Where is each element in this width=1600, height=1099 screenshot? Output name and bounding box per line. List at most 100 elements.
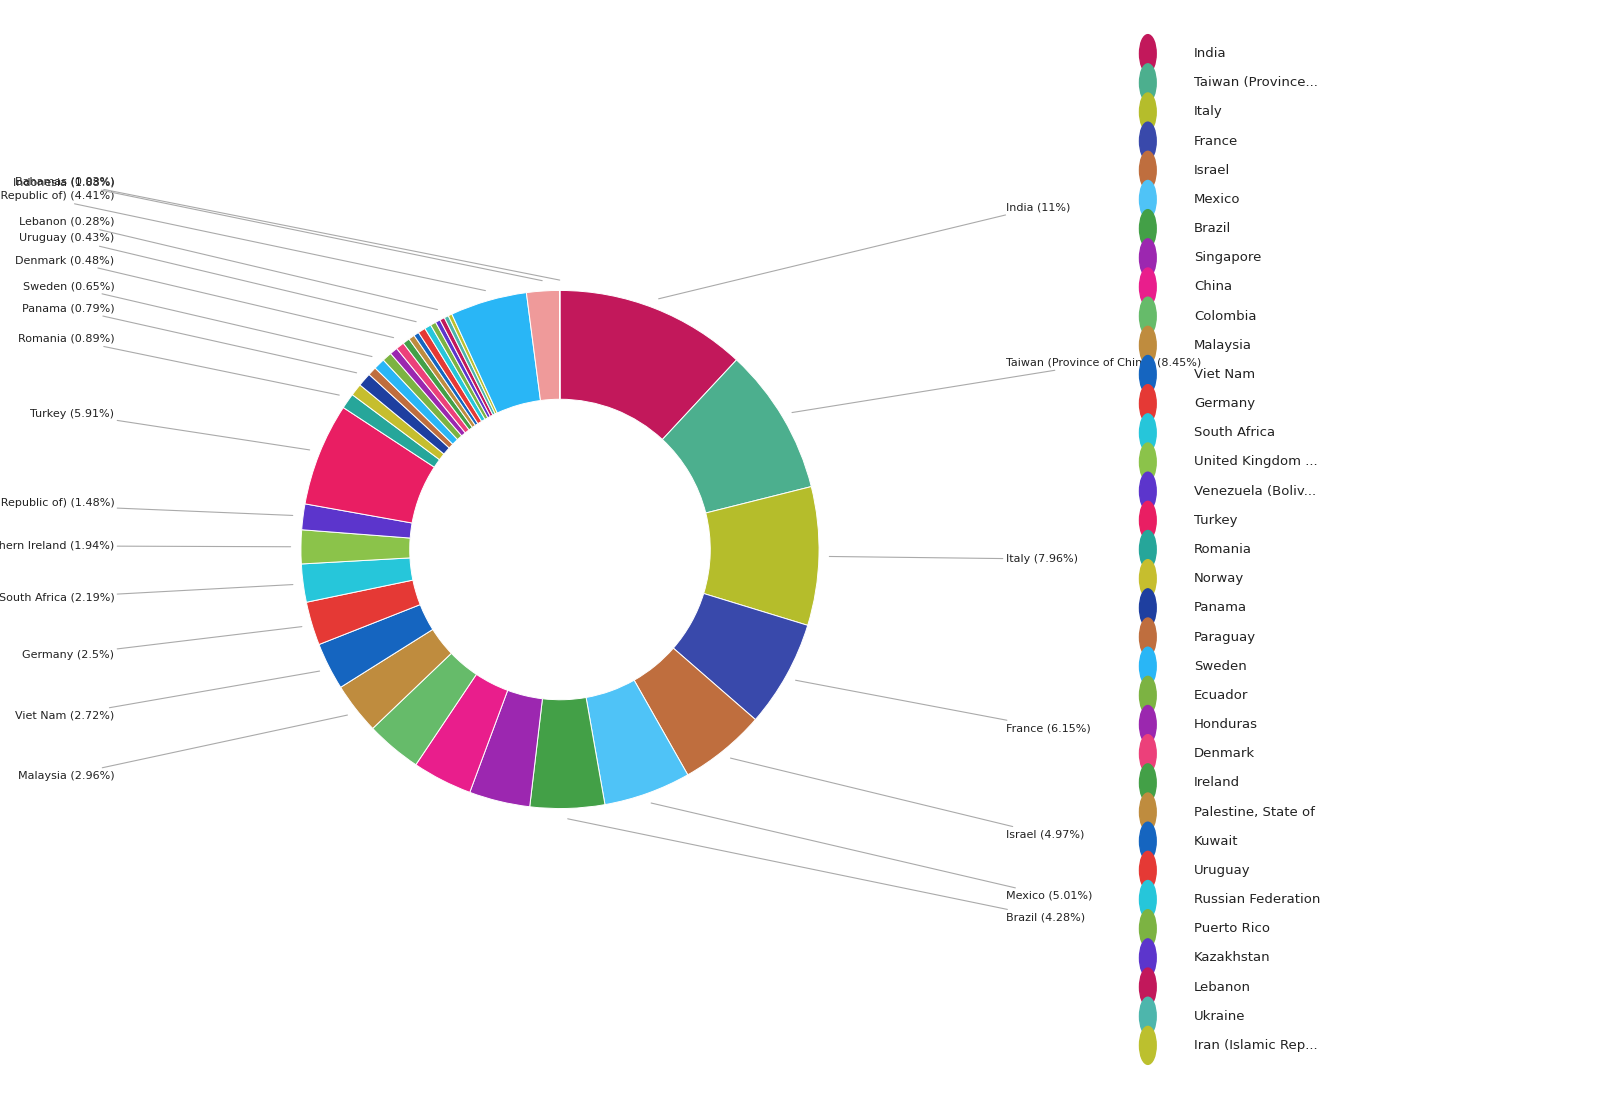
Text: Germany (2.5%): Germany (2.5%) [22,626,302,659]
Circle shape [1139,852,1157,889]
Text: China: China [1194,280,1232,293]
Wedge shape [419,329,482,423]
Text: Denmark: Denmark [1194,747,1256,761]
Circle shape [1139,93,1157,131]
Text: Palestine, State of: Palestine, State of [1194,806,1315,819]
Wedge shape [301,530,410,564]
Text: Sweden (0.65%): Sweden (0.65%) [22,281,371,356]
Text: Romania (0.89%): Romania (0.89%) [18,334,339,396]
Text: Viet Nam (2.72%): Viet Nam (2.72%) [14,671,320,721]
Circle shape [1139,385,1157,423]
Wedge shape [403,338,472,430]
Circle shape [1139,618,1157,656]
Circle shape [1139,122,1157,160]
Text: South Africa: South Africa [1194,426,1275,440]
Circle shape [1139,735,1157,773]
Text: Taiwan (Province...: Taiwan (Province... [1194,76,1318,89]
Wedge shape [440,318,493,417]
Circle shape [1139,355,1157,393]
Circle shape [1139,589,1157,626]
Text: United Kingdom ...: United Kingdom ... [1194,455,1318,468]
Circle shape [1139,939,1157,977]
Text: Mexico: Mexico [1194,193,1240,206]
Circle shape [1139,268,1157,306]
Wedge shape [470,690,542,807]
Text: Brazil (4.28%): Brazil (4.28%) [568,819,1085,922]
Wedge shape [414,333,478,425]
Text: France: France [1194,135,1238,147]
Text: Korea (Republic of) (4.41%): Korea (Republic of) (4.41%) [0,191,485,290]
Text: Turkey (5.91%): Turkey (5.91%) [30,409,310,449]
Wedge shape [435,320,490,418]
Wedge shape [352,385,443,459]
Circle shape [1139,238,1157,277]
Circle shape [1139,326,1157,364]
Wedge shape [445,315,496,415]
Text: Israel (4.97%): Israel (4.97%) [731,758,1083,840]
Wedge shape [674,593,808,720]
Circle shape [1139,35,1157,73]
Circle shape [1139,880,1157,919]
Text: Denmark (0.48%): Denmark (0.48%) [16,255,394,337]
Circle shape [1139,531,1157,568]
Wedge shape [704,487,819,625]
Text: Bahamas (0.03%): Bahamas (0.03%) [14,177,560,280]
Text: Indonesia (1.88%): Indonesia (1.88%) [13,177,542,280]
Text: Romania: Romania [1194,543,1253,556]
Circle shape [1139,559,1157,598]
Wedge shape [586,680,688,804]
Text: Mexico (5.01%): Mexico (5.01%) [651,803,1091,901]
Text: Viet Nam: Viet Nam [1194,368,1256,381]
Text: India (11%): India (11%) [659,202,1070,299]
Circle shape [1139,443,1157,481]
Text: Lebanon (0.28%): Lebanon (0.28%) [19,217,437,310]
Text: India: India [1194,47,1227,60]
Text: Ireland: Ireland [1194,776,1240,789]
Wedge shape [416,675,507,792]
Circle shape [1139,822,1157,861]
Text: Malaysia: Malaysia [1194,338,1253,352]
Wedge shape [301,558,413,602]
Text: Uruguay: Uruguay [1194,864,1251,877]
Circle shape [1139,997,1157,1035]
Text: Germany: Germany [1194,397,1256,410]
Text: Kazakhstan: Kazakhstan [1194,952,1270,964]
Text: Sweden: Sweden [1194,659,1246,673]
Text: Paraguay: Paraguay [1194,631,1256,644]
Circle shape [1139,501,1157,540]
Wedge shape [370,368,453,448]
Wedge shape [426,325,485,421]
Text: Singapore: Singapore [1194,252,1262,265]
Text: Turkey: Turkey [1194,514,1238,526]
Text: Italy: Italy [1194,106,1222,119]
Wedge shape [341,630,451,729]
Circle shape [1139,414,1157,452]
Wedge shape [662,359,811,513]
Wedge shape [451,292,541,413]
Circle shape [1139,210,1157,247]
Text: Norway: Norway [1194,573,1245,585]
Wedge shape [344,395,440,467]
Text: Uruguay (0.43%): Uruguay (0.43%) [19,233,416,322]
Wedge shape [374,360,458,444]
Text: Colombia: Colombia [1194,310,1256,323]
Circle shape [1139,764,1157,802]
Wedge shape [306,580,421,644]
Text: Taiwan (Province of China) (8.45%): Taiwan (Province of China) (8.45%) [792,357,1202,412]
Wedge shape [373,653,477,765]
Wedge shape [360,375,450,454]
Text: Panama (0.79%): Panama (0.79%) [22,303,357,373]
Wedge shape [634,648,755,775]
Circle shape [1139,706,1157,744]
Wedge shape [390,348,466,436]
Wedge shape [430,322,488,420]
Circle shape [1139,968,1157,1006]
Wedge shape [306,408,434,523]
Circle shape [1139,180,1157,219]
Text: Italy (7.96%): Italy (7.96%) [829,554,1077,564]
Wedge shape [318,604,432,687]
Circle shape [1139,910,1157,947]
Text: Ukraine: Ukraine [1194,1010,1246,1023]
Text: South Africa (2.19%): South Africa (2.19%) [0,585,293,602]
Circle shape [1139,676,1157,714]
